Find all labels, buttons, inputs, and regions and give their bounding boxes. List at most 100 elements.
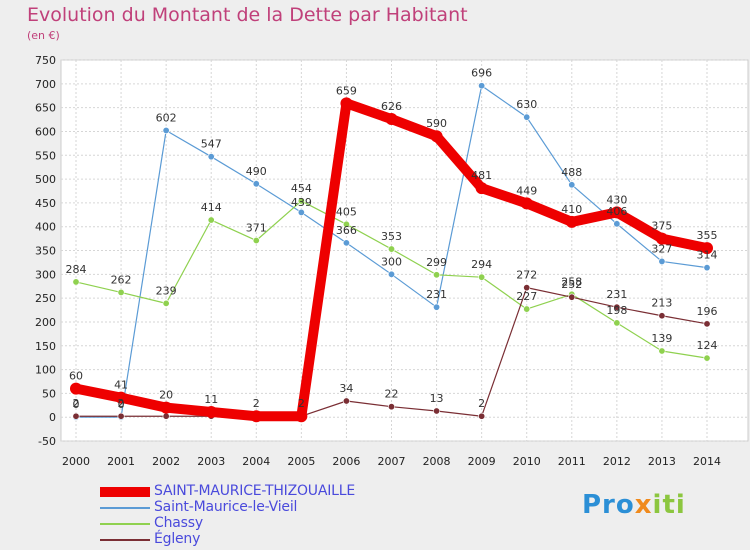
data-point — [433, 407, 441, 415]
proxiti-logo: Proxiti — [582, 490, 686, 520]
y-tick-label: 50 — [42, 387, 56, 400]
data-label: 405 — [336, 205, 357, 218]
y-tick-label: 250 — [35, 292, 56, 305]
data-label: 258 — [561, 275, 582, 288]
data-point — [568, 293, 576, 301]
data-point — [478, 412, 486, 420]
data-label: 20 — [159, 389, 173, 402]
legend-label: Saint-Maurice-le-Vieil — [154, 499, 298, 515]
series-2 — [72, 197, 711, 362]
data-point — [340, 97, 353, 110]
data-label: 0 — [118, 398, 125, 411]
data-label: 314 — [697, 249, 718, 262]
data-point — [205, 405, 218, 418]
data-point — [610, 206, 623, 219]
data-label: 300 — [381, 255, 402, 268]
y-tick-label: 500 — [35, 173, 56, 186]
data-label: 299 — [426, 256, 447, 269]
data-point — [520, 197, 533, 210]
data-point — [703, 354, 711, 362]
y-axis-ticks: -50 0 50 100 150 200 250 300 350 400 450 500 550 600 6… — [35, 54, 56, 448]
x-tick-label: 2013 — [648, 455, 676, 468]
data-point — [250, 410, 263, 423]
data-label: 11 — [204, 393, 218, 406]
data-label: 262 — [111, 273, 132, 286]
data-label: 231 — [426, 288, 447, 301]
x-tick-label: 2002 — [152, 455, 180, 468]
data-label: 139 — [651, 332, 672, 345]
data-point — [523, 113, 531, 121]
data-point — [162, 412, 170, 420]
data-label: 696 — [471, 67, 492, 80]
data-point — [342, 220, 350, 228]
data-point — [703, 320, 711, 328]
legend-label: Égleny — [154, 531, 201, 547]
data-point — [523, 284, 531, 292]
data-point — [162, 299, 170, 307]
data-label: 0 — [73, 398, 80, 411]
y-tick-label: 650 — [35, 102, 56, 115]
series-0 — [70, 97, 713, 423]
data-point — [117, 412, 125, 420]
data-label: 454 — [291, 182, 312, 195]
data-point — [72, 278, 80, 286]
data-point — [613, 220, 621, 228]
series-3 — [72, 284, 711, 420]
y-tick-label: -50 — [38, 435, 56, 448]
legend-swatch-green — [100, 523, 150, 525]
data-point — [523, 305, 531, 313]
legend-label: SAINT-MAURICE-THIZOUAILLE — [154, 483, 356, 499]
data-point — [115, 391, 128, 404]
data-label: 2 — [478, 397, 485, 410]
data-label: 327 — [651, 242, 672, 255]
x-tick-label: 2000 — [62, 455, 90, 468]
data-point — [207, 153, 215, 161]
data-point — [613, 303, 621, 311]
data-point — [207, 216, 215, 224]
y-tick-label: 400 — [35, 221, 56, 234]
data-label: 353 — [381, 230, 402, 243]
data-point — [252, 236, 260, 244]
legend-label: Chassy — [154, 515, 203, 531]
x-tick-label: 2006 — [332, 455, 360, 468]
data-label: 590 — [426, 117, 447, 130]
data-label: 284 — [66, 263, 87, 276]
data-label: 439 — [291, 196, 312, 209]
data-label: 196 — [697, 305, 718, 318]
data-label: 630 — [516, 98, 537, 111]
legend-swatch-thick-red — [100, 487, 150, 497]
data-point — [117, 288, 125, 296]
data-point — [655, 232, 668, 245]
data-label: 488 — [561, 166, 582, 179]
data-label: 375 — [651, 220, 672, 233]
data-label: 252 — [561, 278, 582, 291]
y-tick-label: 150 — [35, 340, 56, 353]
data-point — [385, 113, 398, 126]
data-point — [387, 245, 395, 253]
data-point — [658, 312, 666, 320]
data-point — [658, 347, 666, 355]
chart-unit-label: (en €) — [27, 29, 60, 42]
y-tick-label: 200 — [35, 316, 56, 329]
data-point — [295, 410, 308, 423]
x-tick-label: 2005 — [287, 455, 315, 468]
data-label: 124 — [697, 339, 718, 352]
x-axis-ticks: 2000 2001 2002 2003 2004 2005 2006 2007 2008 2009… — [62, 455, 721, 468]
data-label: 410 — [561, 203, 582, 216]
series-layer — [70, 82, 713, 423]
data-label: 449 — [516, 184, 537, 197]
data-label: 22 — [385, 388, 399, 401]
data-label: 626 — [381, 100, 402, 113]
data-point — [72, 412, 80, 420]
x-tick-label: 2010 — [513, 455, 541, 468]
data-point — [297, 197, 305, 205]
data-point — [433, 303, 441, 311]
y-tick-label: 300 — [35, 268, 56, 281]
x-tick-label: 2008 — [423, 455, 451, 468]
data-point — [475, 182, 488, 195]
x-tick-label: 2004 — [242, 455, 270, 468]
data-label: 239 — [156, 284, 177, 297]
data-label: 659 — [336, 84, 357, 97]
data-label: 60 — [69, 370, 83, 383]
